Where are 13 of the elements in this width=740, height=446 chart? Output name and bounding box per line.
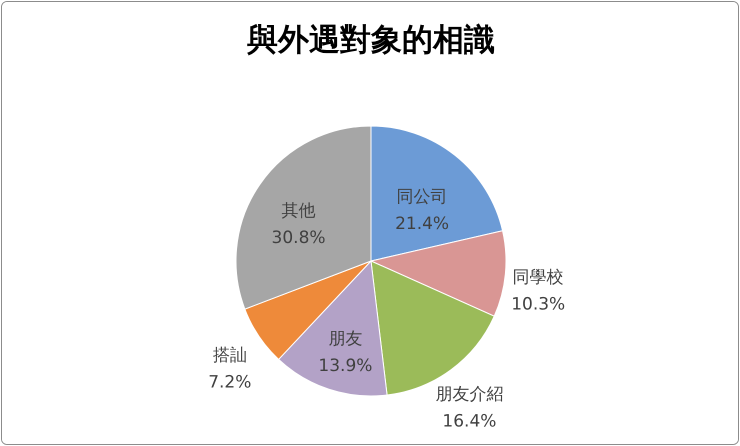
data-label: 30.8% [272, 228, 326, 248]
slice-label: 朋友介紹 [435, 384, 504, 405]
data-label: 21.4% [395, 214, 450, 234]
chart-title: 與外遇對象的相識 [246, 22, 495, 58]
slice-label: 同學校 [512, 267, 564, 288]
data-label: 16.4% [442, 412, 496, 432]
slice-label: 朋友 [328, 328, 362, 349]
data-label: 7.2% [208, 372, 252, 393]
data-label: 13.9% [318, 356, 372, 376]
data-label: 10.3% [511, 294, 566, 314]
slice-label: 同公司 [396, 186, 448, 207]
slice-label: 其他 [282, 201, 316, 222]
slice-label: 搭訕 [212, 346, 247, 366]
